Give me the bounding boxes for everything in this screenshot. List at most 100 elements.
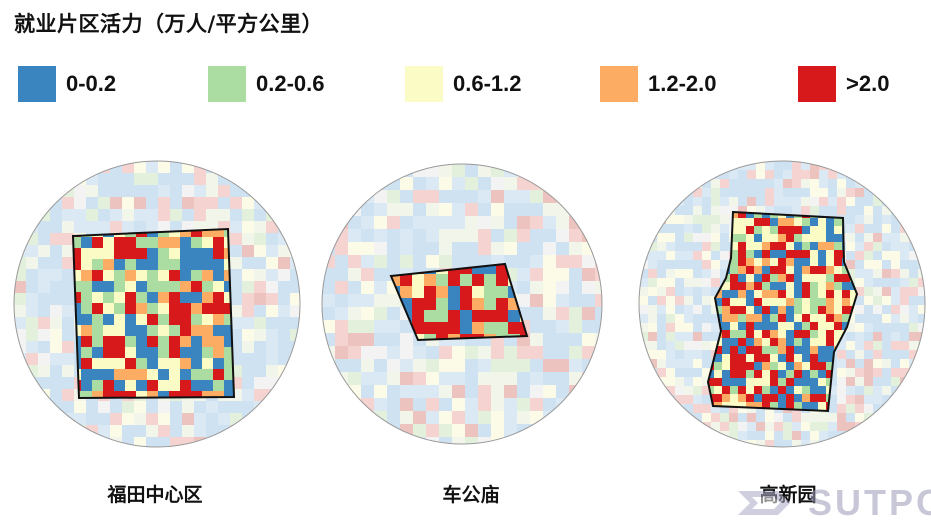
- grid-cell: [348, 177, 362, 191]
- grid-cell: [738, 314, 747, 323]
- grid-cell: [684, 404, 694, 414]
- grid-cell: [242, 293, 255, 306]
- grid-cell: [657, 332, 667, 342]
- grid-cell: [73, 314, 82, 326]
- grid-cell: [909, 377, 919, 387]
- grid-cell: [746, 290, 755, 299]
- grid-cell: [335, 398, 349, 412]
- grid-cell: [837, 197, 847, 207]
- grid-cell: [213, 347, 225, 359]
- grid-cell: [810, 322, 819, 331]
- grid-cell: [517, 372, 531, 386]
- grid-cell: [909, 224, 919, 234]
- grid-cell: [762, 394, 771, 403]
- grid-cell: [335, 190, 349, 204]
- grid-cell: [182, 437, 195, 447]
- grid-cell: [322, 294, 336, 308]
- grid-cell: [569, 320, 583, 334]
- grid-cell: [846, 368, 856, 378]
- legend-label: 0.6-1.2: [453, 71, 522, 96]
- grid-cell: [374, 372, 388, 386]
- grid-cell: [720, 224, 730, 234]
- grid-cell: [452, 437, 466, 444]
- grid-cell: [722, 314, 731, 323]
- grid-cell: [792, 170, 802, 180]
- grid-cell: [909, 287, 919, 297]
- grid-cell: [543, 372, 557, 386]
- grid-cell: [801, 170, 811, 180]
- grid-cell: [846, 188, 856, 198]
- grid-cell: [335, 242, 349, 256]
- grid-cell: [213, 325, 225, 337]
- grid-cell: [110, 209, 123, 222]
- grid-cell: [762, 266, 771, 275]
- grid-cell: [666, 233, 676, 243]
- grid-cell: [738, 188, 748, 198]
- grid-cell: [26, 353, 39, 366]
- grid-cell: [517, 190, 531, 204]
- grid-cell: [136, 270, 148, 282]
- grid-cell: [684, 377, 694, 387]
- grid-cell: [882, 260, 892, 270]
- grid-cell: [657, 278, 667, 288]
- legend-swatch: [208, 66, 246, 102]
- grid-cell: [73, 292, 82, 304]
- grid-cell: [290, 197, 300, 210]
- grid-cell: [218, 197, 231, 210]
- grid-cell: [720, 440, 730, 447]
- grid-cell: [484, 286, 497, 299]
- grid-cell: [413, 411, 427, 425]
- grid-cell: [191, 347, 203, 359]
- grid-cell: [478, 385, 492, 399]
- grid-cell: [639, 314, 649, 324]
- grid-cell: [819, 161, 829, 171]
- grid-cell: [50, 281, 63, 294]
- grid-cell: [738, 206, 748, 216]
- grid-cell: [595, 177, 602, 191]
- grid-cell: [484, 322, 497, 335]
- grid-cell: [426, 346, 440, 360]
- grid-cell: [855, 341, 865, 351]
- grid-cell: [92, 237, 104, 249]
- grid-cell: [14, 317, 27, 330]
- grid-cell: [278, 317, 291, 330]
- grid-cell: [746, 330, 755, 339]
- grid-cell: [711, 422, 721, 432]
- grid-cell: [794, 298, 803, 307]
- grid-cell: [810, 161, 820, 171]
- grid-cell: [794, 290, 803, 299]
- grid-cell: [147, 270, 159, 282]
- grid-cell: [114, 237, 126, 249]
- grid-cell: [770, 370, 779, 379]
- grid-cell: [191, 229, 203, 238]
- grid-cell: [517, 229, 531, 243]
- grid-cell: [361, 372, 375, 386]
- grid-cell: [202, 314, 214, 326]
- grid-cell: [439, 255, 453, 269]
- grid-cell: [38, 389, 51, 402]
- grid-cell: [465, 411, 479, 425]
- grid-cell: [738, 402, 747, 411]
- grid-cell: [900, 350, 910, 360]
- grid-cell: [675, 242, 685, 252]
- grid-cell: [478, 242, 492, 256]
- grid-cell: [213, 292, 225, 304]
- grid-cell: [460, 286, 473, 299]
- grid-cell: [818, 226, 827, 235]
- grid-cell: [846, 224, 856, 234]
- grid-cell: [834, 226, 843, 235]
- grid-cell: [738, 306, 747, 315]
- grid-cell: [230, 401, 243, 414]
- grid-cell: [180, 248, 192, 260]
- grid-cell: [335, 359, 349, 373]
- grid-cell: [746, 234, 755, 243]
- grid-cell: [882, 314, 892, 324]
- grid-cell: [194, 173, 207, 186]
- grid-cell: [684, 359, 694, 369]
- grid-cell: [582, 424, 596, 438]
- grid-cell: [711, 251, 721, 261]
- grid-cell: [702, 161, 712, 171]
- grid-cell: [465, 242, 479, 256]
- grid-cell: [826, 346, 835, 355]
- grid-cell: [882, 296, 892, 306]
